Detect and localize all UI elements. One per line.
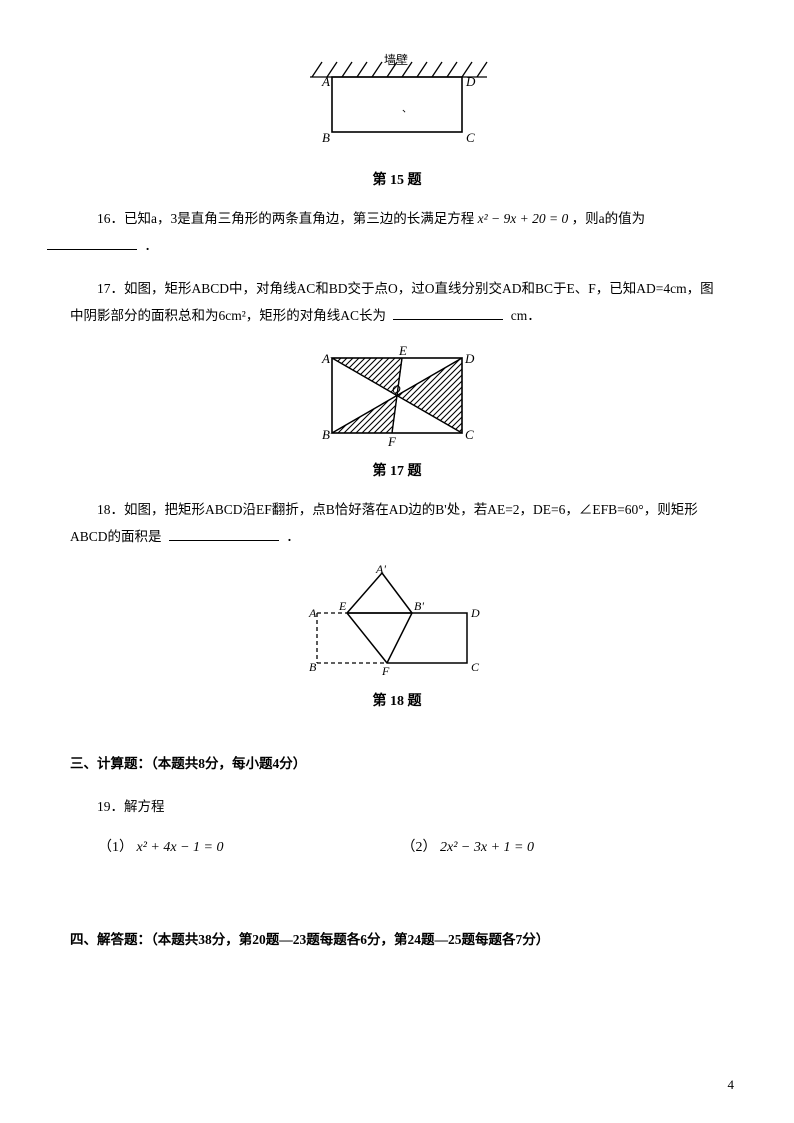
fig18-label-Bprime: B' [414,599,424,613]
eq1-label: （1） [98,840,133,855]
q16-post: ，则a的值为 [572,211,646,226]
q17-pre: 17．如图，矩形ABCD中，对角线AC和BD交于点O，过O直线分别交AD和BC于… [70,281,714,323]
fig18-label-D: D [470,606,480,620]
q16-pre: 16．已知a，3是直角三角形的两条直角边，第三边的长满足方程 [97,211,478,226]
figure-18-svg: A A' E B' D B F C [292,563,502,683]
question-19: 19．解方程 [70,793,724,820]
fig18-label-B: B [309,660,317,674]
q18-pre: 18．如图，把矩形ABCD沿EF翻折，点B恰好落在AD边的B'处，若AE=2，D… [70,502,698,544]
figure-17-svg: A D B C E F O [302,343,492,453]
fig18-label-A: A [308,606,317,620]
q16-equation: x² − 9x + 20 = 0 [478,211,569,226]
fig17-label-A: A [321,351,330,366]
fig15-label-D: D [465,74,476,89]
eq1-expr: x² + 4x − 1 = 0 [137,840,224,855]
q18-end: ． [286,529,300,544]
figure-15-caption: 第 15 题 [70,169,724,189]
figure-17: A D B C E F O 第 17 题 [70,343,724,480]
svg-text:、: 、 [402,104,412,115]
page-root: A D B C 墙壁 、 第 15 题 16．已知a，3是直角三角形的两条直角边… [0,0,794,1123]
equation-1: （1） x² + 4x − 1 = 0 [98,836,398,856]
eq2-label: （2） [402,840,437,855]
fig17-label-O: O [392,382,401,396]
figure-18-caption: 第 18 题 [70,690,724,710]
fig18-label-F: F [381,664,390,678]
page-number: 4 [728,1077,735,1093]
q16-end: ． [144,238,158,253]
figure-15: A D B C 墙壁 、 第 15 题 [70,52,724,189]
fig18-label-C: C [471,660,480,674]
equation-row: （1） x² + 4x − 1 = 0 （2） 2x² − 3x + 1 = 0 [98,836,724,856]
q17-unit: cm． [511,308,541,323]
figure-17-caption: 第 17 题 [70,460,724,480]
fig18-label-E: E [338,599,347,613]
equation-2: （2） 2x² − 3x + 1 = 0 [402,836,702,856]
fig17-label-C: C [465,427,474,442]
fig17-label-E: E [398,343,407,358]
fig15-label-wall: 墙壁 [384,52,408,67]
eq2-expr: 2x² − 3x + 1 = 0 [440,840,534,855]
fig15-label-B: B [322,130,330,145]
fig17-label-D: D [464,351,475,366]
fig17-label-F: F [387,434,397,449]
fig15-label-A: A [321,74,330,89]
fig17-label-B: B [322,427,330,442]
question-17: 17．如图，矩形ABCD中，对角线AC和BD交于点O，过O直线分别交AD和BC于… [70,275,724,329]
question-18: 18．如图，把矩形ABCD沿EF翻折，点B恰好落在AD边的B'处，若AE=2，D… [70,496,724,550]
fig18-label-Aprime: A' [375,563,386,576]
q16-blank [47,235,137,250]
section-3-heading: 三、计算题：（本题共8分，每小题4分） [70,750,724,777]
q17-blank [393,305,503,320]
fig15-label-C: C [466,130,475,145]
figure-15-svg: A D B C 墙壁 、 [282,52,512,162]
question-16: 16．已知a，3是直角三角形的两条直角边，第三边的长满足方程 x² − 9x +… [70,205,724,259]
q18-blank [169,526,279,541]
section-4-heading: 四、解答题：（本题共38分，第20题—23题每题各6分，第24题—25题每题各7… [70,926,724,953]
figure-18: A A' E B' D B F C 第 18 题 [70,563,724,710]
